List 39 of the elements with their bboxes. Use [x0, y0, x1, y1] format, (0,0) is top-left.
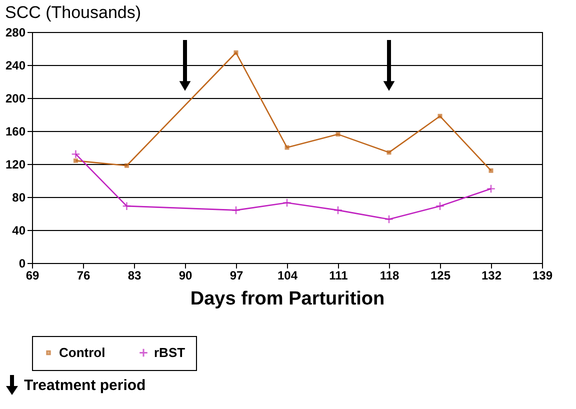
y-tick-label: 80 [12, 190, 26, 204]
point [384, 214, 394, 224]
point [282, 198, 292, 208]
point [386, 150, 392, 155]
point [71, 150, 80, 159]
point [122, 202, 132, 211]
x-tick-label: 69 [26, 268, 40, 282]
point [336, 132, 340, 137]
x-axis-title: Days from Parturition [190, 288, 385, 310]
point [124, 163, 129, 168]
x-tick-label: 125 [430, 268, 451, 282]
text: Treatment period [24, 376, 146, 394]
x-tick-label: 97 [230, 268, 244, 282]
point [435, 202, 445, 211]
x-tick-label: 111 [329, 268, 348, 282]
y-tick-label: 160 [5, 124, 26, 138]
point [73, 158, 78, 163]
point [438, 114, 442, 118]
point [231, 206, 241, 215]
y-tick-label: 120 [5, 158, 26, 172]
x-tick-label: 104 [277, 268, 298, 282]
x-tick-label: 90 [178, 268, 192, 282]
y-tick-label: 0 [18, 256, 26, 270]
y-tick-label: 280 [5, 26, 26, 40]
legend-label: Control [59, 344, 106, 360]
chart-title: SCC (Thousands) [4, 3, 142, 22]
y-tick-label: 240 [5, 58, 26, 72]
x-tick-label: 76 [76, 268, 90, 282]
point [486, 184, 496, 194]
y-tick-label: 200 [5, 92, 26, 106]
x-tick-label: 132 [481, 268, 502, 282]
point [333, 206, 343, 215]
point [488, 168, 494, 173]
y-tick-label: 40 [12, 224, 26, 238]
x-tick-label: 83 [128, 268, 142, 282]
x-tick-label: 118 [380, 268, 400, 282]
x-tick-label: 139 [532, 268, 553, 282]
point [234, 50, 238, 55]
legend-label: rBST [154, 344, 186, 360]
